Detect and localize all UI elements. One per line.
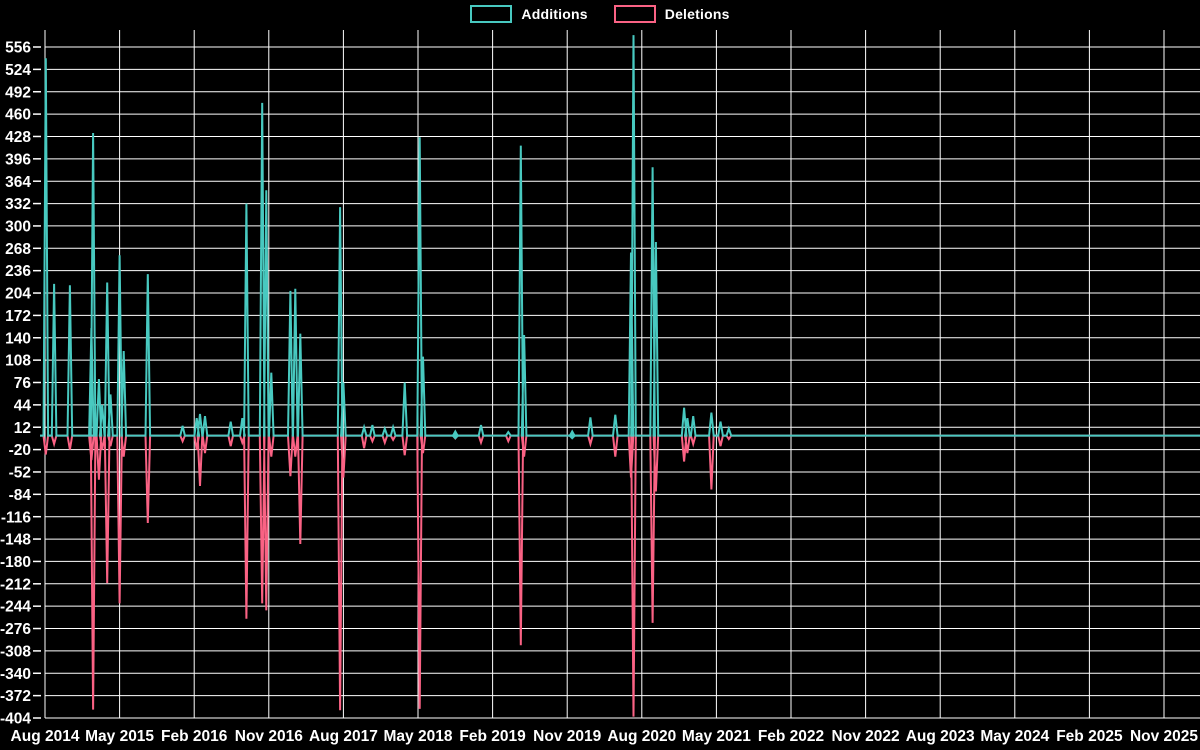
data-point-marker — [568, 431, 577, 440]
y-tick-label: 204 — [5, 286, 31, 303]
data-point-marker — [451, 431, 460, 440]
y-tick-label: -308 — [0, 643, 31, 660]
y-axis: 556 524 492 460 428 396 364 332 300 268 236 204 172 1… — [0, 40, 41, 728]
y-tick-label: 524 — [5, 62, 31, 79]
x-axis: Aug 2014 May 2015 Feb 2016 Nov 2016 Aug 2017… — [11, 728, 1199, 745]
y-tick-label: -372 — [0, 688, 31, 705]
legend-item-additions[interactable]: Additions — [470, 5, 588, 23]
y-tick-label: -84 — [9, 487, 32, 504]
y-tick-label: -212 — [0, 576, 31, 593]
x-tick-label: Nov 2022 — [832, 728, 900, 745]
y-tick-label: 44 — [14, 397, 32, 414]
chart-legend: Additions Deletions — [0, 5, 1200, 23]
x-tick-label: Nov 2025 — [1130, 728, 1198, 745]
x-tick-label: May 2021 — [682, 728, 751, 745]
y-tick-label: 236 — [5, 263, 31, 280]
x-tick-label: Aug 2014 — [11, 728, 80, 745]
x-tick-label: Feb 2019 — [459, 728, 526, 745]
x-tick-label: Feb 2016 — [161, 728, 228, 745]
x-tick-label: Nov 2016 — [235, 728, 303, 745]
x-tick-label: May 2015 — [85, 728, 154, 745]
y-tick-label: 364 — [5, 174, 31, 191]
y-tick-label: 460 — [5, 107, 31, 124]
y-tick-label: 492 — [5, 84, 31, 101]
y-tick-label: -340 — [0, 666, 31, 683]
y-tick-label: 76 — [14, 375, 32, 392]
x-tick-label: Feb 2022 — [758, 728, 824, 745]
y-tick-label: 428 — [5, 129, 31, 146]
y-tick-label: 12 — [14, 420, 31, 437]
grid-layer — [44, 30, 1200, 719]
y-tick-label: 332 — [5, 196, 31, 213]
x-tick-label: Aug 2017 — [309, 728, 378, 745]
x-tick-label: Nov 2019 — [533, 728, 601, 745]
series-layer — [40, 35, 1200, 717]
y-tick-label: -180 — [0, 554, 31, 571]
x-tick-label: May 2018 — [384, 728, 453, 745]
y-tick-label: -116 — [1, 509, 32, 526]
y-tick-label: 300 — [5, 219, 31, 236]
y-tick-label: 172 — [5, 308, 31, 325]
y-tick-label: -52 — [9, 465, 31, 482]
y-tick-label: 140 — [5, 330, 31, 347]
deletions-legend-label: Deletions — [664, 6, 730, 22]
y-tick-label: 396 — [5, 151, 31, 168]
y-tick-label: 556 — [5, 40, 31, 57]
x-tick-label: Feb 2025 — [1056, 728, 1123, 745]
y-tick-label: -404 — [0, 711, 31, 728]
y-tick-label: -20 — [9, 442, 31, 459]
additions-legend-label: Additions — [521, 6, 588, 22]
y-tick-label: -276 — [0, 621, 31, 638]
legend-item-deletions[interactable]: Deletions — [613, 5, 730, 23]
y-tick-label: 108 — [5, 353, 31, 370]
x-tick-label: May 2024 — [980, 728, 1049, 745]
additions-swatch-icon — [470, 5, 513, 23]
y-tick-label: 268 — [5, 241, 31, 258]
y-tick-label: -244 — [0, 599, 31, 616]
deletions-line — [40, 434, 1200, 717]
x-tick-label: Aug 2023 — [906, 728, 975, 745]
deletions-swatch-icon — [613, 5, 656, 23]
y-tick-label: -148 — [0, 532, 31, 549]
additions-line — [40, 35, 1200, 437]
x-tick-label: Aug 2020 — [607, 728, 676, 745]
